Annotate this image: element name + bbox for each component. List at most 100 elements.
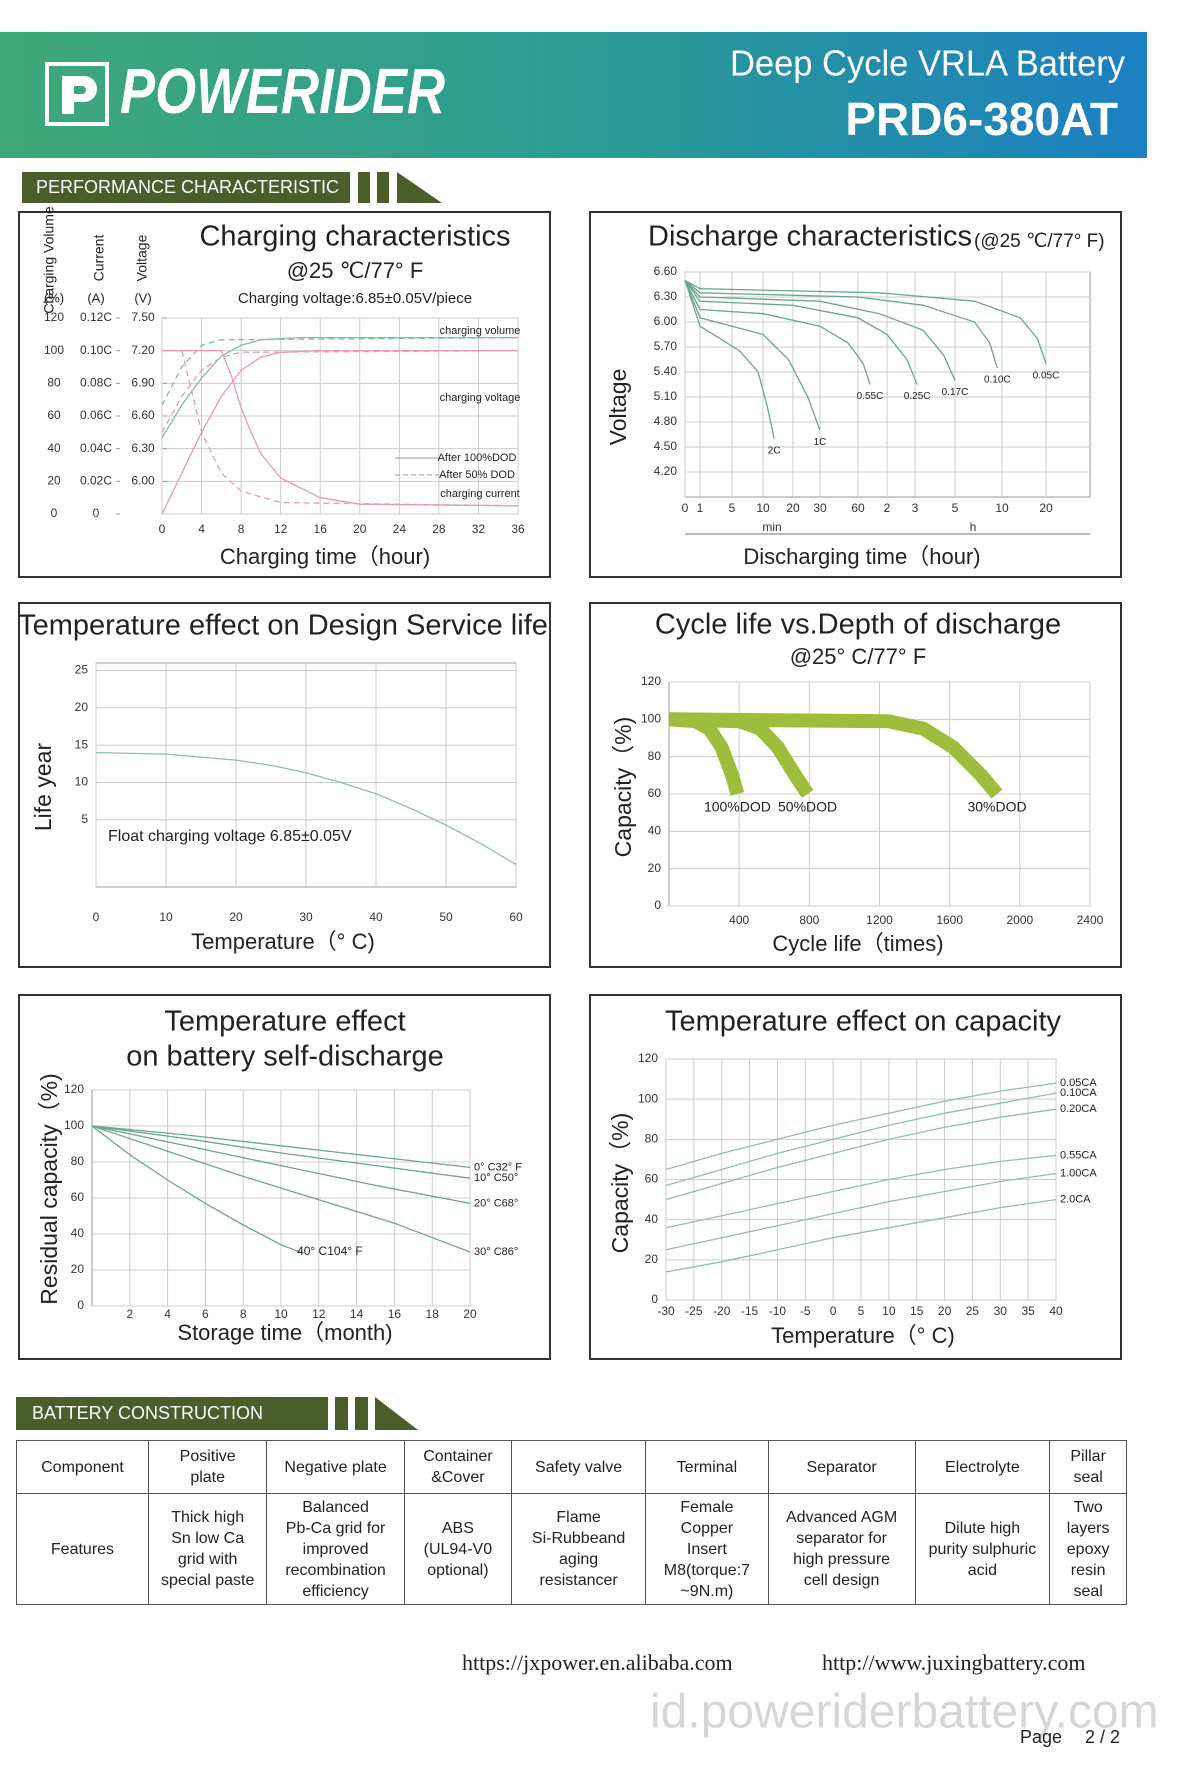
x-axis-label: Temperature（° C) [191,929,375,954]
series-line [91,1125,471,1205]
series-label: 0.05C [1033,370,1060,381]
table-cell: Two layers epoxy resin seal [1049,1493,1127,1605]
y-tick-label: 5.10 [654,389,678,403]
x-tick-label: 5 [729,501,736,515]
y-tick-label: 6.30 [654,289,678,303]
series-label: 0.55CA [1060,1149,1097,1161]
x-tick-label: 20 [938,1304,952,1318]
x-tick-label: 24 [393,522,407,536]
chart-note: Charging voltage:6.85±0.05V/piece [238,290,472,307]
y-tick-label: 0.12C [80,310,112,324]
chart-frame [18,211,551,578]
x-tick-label: 800 [799,913,819,927]
header-subtitle: Deep Cycle VRLA Battery [730,43,1125,84]
x-tick-label: 10 [995,501,1009,515]
y-tick-label: 40 [71,1226,85,1240]
series-line [161,350,518,515]
series-line [91,1125,471,1179]
y-tick-label: 120 [44,310,64,324]
table-header-cell: Negative plate [266,1440,405,1494]
x-tick-label: 400 [729,913,749,927]
section-tab [16,1397,328,1430]
series-line [161,336,519,406]
series-line [665,1092,1057,1187]
chart-frame [589,994,1122,1360]
y-tick-label: 100 [44,343,64,357]
tab-arrow [375,1397,418,1430]
y-axis-label: Life year [30,743,56,832]
x-tick-label: 35 [1021,1304,1035,1318]
table-header-cell: Positive plate [147,1440,268,1494]
y-axis-label: Capacity（%) [610,717,636,858]
section-title: BATTERY CONSTRUCTION [32,1403,263,1423]
legend-label: After 50% DOD [439,469,515,481]
y-tick-label: 6.60 [654,264,678,278]
x-tick-label: 14 [350,1307,364,1321]
y-tick-label: 15 [75,737,89,751]
y-tick-label: 4.50 [654,439,678,453]
series-line [684,279,956,381]
x-tick-label: 0 [93,910,100,924]
x-tick-label: -15 [741,1304,759,1318]
y-tick-label: 6.60 [131,408,155,422]
y-tick-label: 80 [648,749,662,763]
x-tick-label: 8 [240,1307,247,1321]
series-label: 10° C50° [474,1172,518,1184]
y-tick-label: 0 [654,898,661,912]
logo-mark [62,76,97,114]
y-tick-label: 100 [641,712,661,726]
y-tick-label: 6.00 [654,314,678,328]
table-header-cell: Container &Cover [403,1440,513,1494]
x-tick-label: 20 [353,522,367,536]
series-line [665,1154,1057,1229]
x-tick-label: 12 [312,1307,326,1321]
chart-frame [18,602,551,968]
y-tick-label: 0.04C [80,441,112,455]
series-label: 0.05CA [1060,1077,1097,1089]
table-cell: Dilute high purity sulphuric acid [914,1493,1051,1605]
series-line [665,1172,1057,1251]
x-unit: h [970,520,977,534]
x-tick-label: 12 [274,522,288,536]
x-unit: min [762,520,781,534]
chart-subtitle: @25 ℃/77° F [287,258,424,283]
plot-area [684,271,1091,498]
table-header-row: Component Positive plate Negative plate Con… [16,1440,1127,1494]
y-tick-label: 60 [648,786,662,800]
footer-link: http://www.juxingbattery.com [822,1650,1086,1675]
y-tick-label: 0 [93,506,100,520]
series-line [91,1125,471,1253]
y-tick-label: 120 [641,674,661,688]
watermark: id.poweriderbattery.com [650,1686,1159,1739]
x-tick-label: 60 [509,910,523,924]
series-label: 0.10CA [1060,1087,1097,1099]
x-tick-label: 20 [229,910,243,924]
series-line [665,1108,1057,1201]
y-tick-label: 40 [47,441,61,455]
legend-label: After 100%DOD [438,452,517,464]
x-tick-label: -5 [800,1304,811,1318]
x-tick-label: 30 [813,501,827,515]
chart-title: Discharge characteristics [648,221,972,253]
x-tick-label: 40 [1049,1304,1063,1318]
x-tick-label: 2 [884,501,891,515]
x-tick-label: 3 [912,501,919,515]
x-tick-label: -25 [685,1304,703,1318]
series-line [684,280,775,439]
y-tick-label: 0 [51,506,58,520]
table-header-cell: Terminal [645,1440,769,1494]
chart-frame [589,602,1122,968]
y-tick-label: 0.06C [80,408,112,422]
series-label: 20° C68° [474,1197,518,1209]
y-tick-label: 60 [645,1172,659,1186]
table-cell: Balanced Pb-Ca grid for improved recombi… [266,1493,405,1605]
x-tick-label: 20 [1039,501,1053,515]
series-line [161,336,518,439]
y-tick-label: 0.10C [80,343,112,357]
chart-title: Charging characteristics [199,221,510,253]
x-tick-label: 2 [126,1307,133,1321]
x-tick-label: 20 [463,1307,477,1321]
series-line [665,1198,1057,1273]
series-label: 0.20CA [1060,1103,1097,1115]
